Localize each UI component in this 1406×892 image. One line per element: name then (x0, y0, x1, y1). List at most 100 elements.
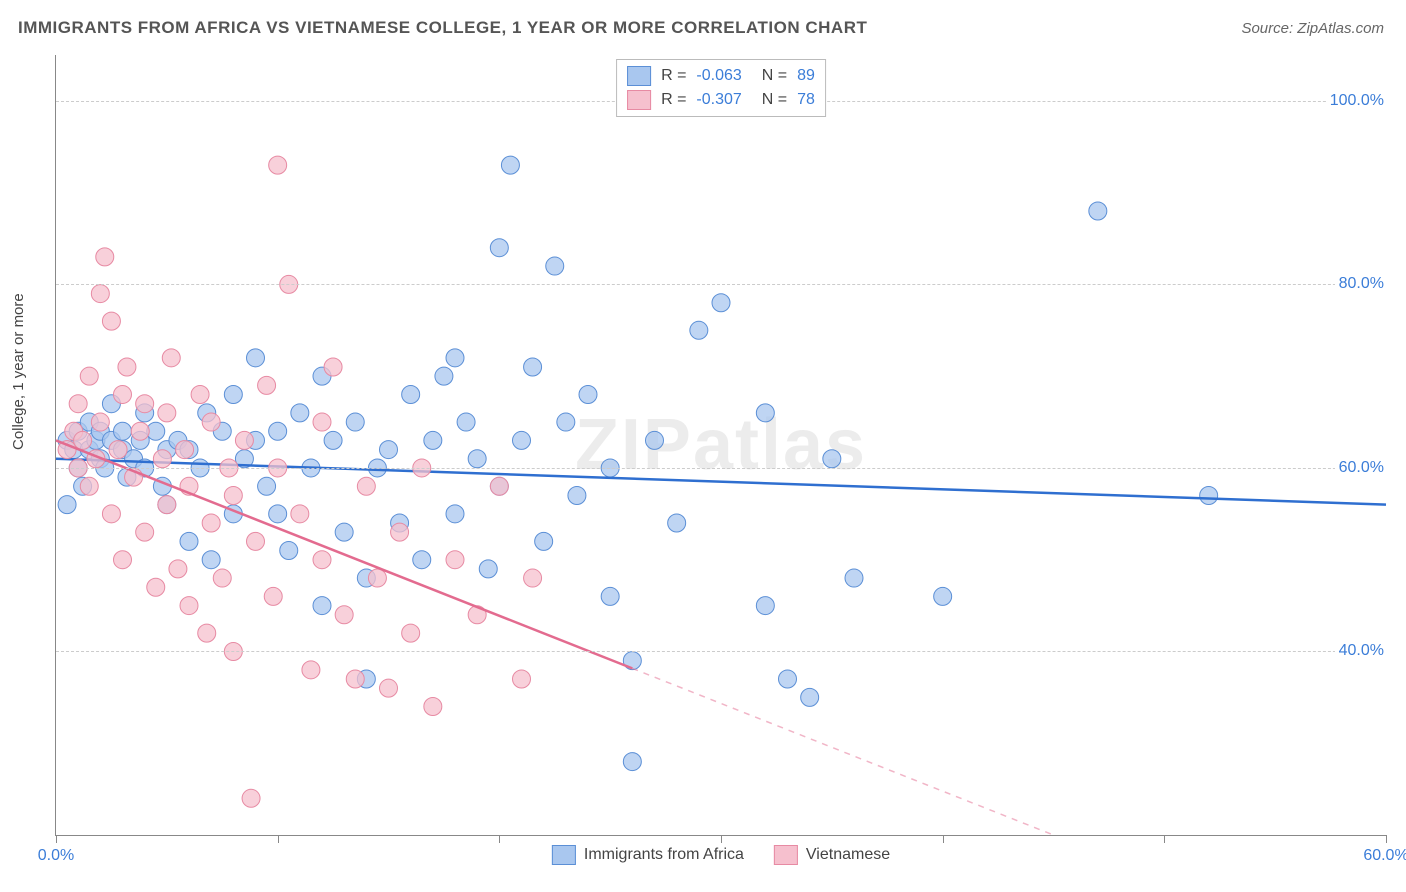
scatter-point (80, 477, 98, 495)
scatter-point (269, 156, 287, 174)
scatter-point (324, 431, 342, 449)
scatter-point (224, 486, 242, 504)
scatter-point (258, 376, 276, 394)
scatter-point (513, 670, 531, 688)
scatter-point (91, 285, 109, 303)
scatter-point (490, 477, 508, 495)
scatter-point (501, 156, 519, 174)
legend-r-label: R = (661, 91, 686, 109)
scatter-point (202, 514, 220, 532)
scatter-point (380, 679, 398, 697)
legend-item: Immigrants from Africa (552, 845, 744, 865)
scatter-point (524, 569, 542, 587)
scatter-point (74, 431, 92, 449)
legend-r-value: -0.063 (696, 67, 741, 85)
scatter-point (391, 523, 409, 541)
series-legend: Immigrants from Africa Vietnamese (552, 845, 890, 865)
legend-item: Vietnamese (774, 845, 890, 865)
scatter-point (357, 477, 375, 495)
scatter-point (313, 413, 331, 431)
scatter-point (446, 551, 464, 569)
scatter-point (535, 532, 553, 550)
scatter-point (756, 404, 774, 422)
scatter-point (136, 523, 154, 541)
scatter-point (779, 670, 797, 688)
legend-swatch (552, 845, 576, 865)
scatter-point (247, 532, 265, 550)
scatter-point (291, 505, 309, 523)
scatter-point (557, 413, 575, 431)
scatter-point (756, 597, 774, 615)
scatter-point (114, 386, 132, 404)
scatter-point (147, 578, 165, 596)
ytick-label: 80.0% (1335, 275, 1388, 293)
scatter-point (118, 358, 136, 376)
scatter-point (131, 422, 149, 440)
scatter-point (380, 441, 398, 459)
scatter-point (242, 789, 260, 807)
legend-label: Immigrants from Africa (584, 846, 744, 864)
scatter-point (435, 367, 453, 385)
regression-line (56, 459, 1386, 505)
legend-swatch (627, 90, 651, 110)
scatter-point (109, 441, 127, 459)
scatter-point (224, 386, 242, 404)
gridline-h (56, 651, 1386, 652)
scatter-point (180, 597, 198, 615)
ytick-label: 60.0% (1335, 459, 1388, 477)
scatter-point (468, 450, 486, 468)
scatter-point (114, 551, 132, 569)
scatter-point (845, 569, 863, 587)
scatter-point (1089, 202, 1107, 220)
scatter-point (58, 496, 76, 514)
source-credit: Source: ZipAtlas.com (1241, 20, 1384, 37)
legend-swatch (774, 845, 798, 865)
legend-n-value: 78 (797, 91, 815, 109)
scatter-point (402, 386, 420, 404)
scatter-point (280, 542, 298, 560)
legend-r-label: R = (661, 67, 686, 85)
legend-n-value: 89 (797, 67, 815, 85)
scatter-point (623, 753, 641, 771)
scatter-point (568, 486, 586, 504)
scatter-point (96, 248, 114, 266)
scatter-point (823, 450, 841, 468)
scatter-point (457, 413, 475, 431)
scatter-point (402, 624, 420, 642)
scatter-svg (56, 55, 1386, 835)
scatter-point (162, 349, 180, 367)
scatter-point (198, 624, 216, 642)
scatter-point (601, 587, 619, 605)
scatter-point (479, 560, 497, 578)
chart-title: IMMIGRANTS FROM AFRICA VS VIETNAMESE COL… (18, 18, 867, 38)
scatter-point (313, 551, 331, 569)
scatter-point (91, 413, 109, 431)
scatter-point (191, 386, 209, 404)
xtick (56, 835, 57, 843)
scatter-point (258, 477, 276, 495)
xtick-label: 60.0% (1363, 847, 1406, 865)
ytick-label: 40.0% (1335, 642, 1388, 660)
scatter-point (136, 395, 154, 413)
scatter-point (424, 431, 442, 449)
scatter-point (158, 404, 176, 422)
scatter-point (490, 239, 508, 257)
scatter-point (213, 569, 231, 587)
legend-row: R =-0.063N =89 (627, 64, 815, 88)
scatter-point (335, 606, 353, 624)
gridline-h (56, 284, 1386, 285)
scatter-point (235, 431, 253, 449)
gridline-h (56, 468, 1386, 469)
plot-area: ZIPatlas R =-0.063N =89R =-0.307N =78 Im… (55, 55, 1386, 836)
scatter-point (1200, 486, 1218, 504)
scatter-point (413, 551, 431, 569)
legend-swatch (627, 66, 651, 86)
scatter-point (524, 358, 542, 376)
scatter-point (668, 514, 686, 532)
scatter-point (80, 367, 98, 385)
xtick (499, 835, 500, 843)
xtick (721, 835, 722, 843)
xtick (943, 835, 944, 843)
scatter-point (579, 386, 597, 404)
correlation-legend: R =-0.063N =89R =-0.307N =78 (616, 59, 826, 117)
